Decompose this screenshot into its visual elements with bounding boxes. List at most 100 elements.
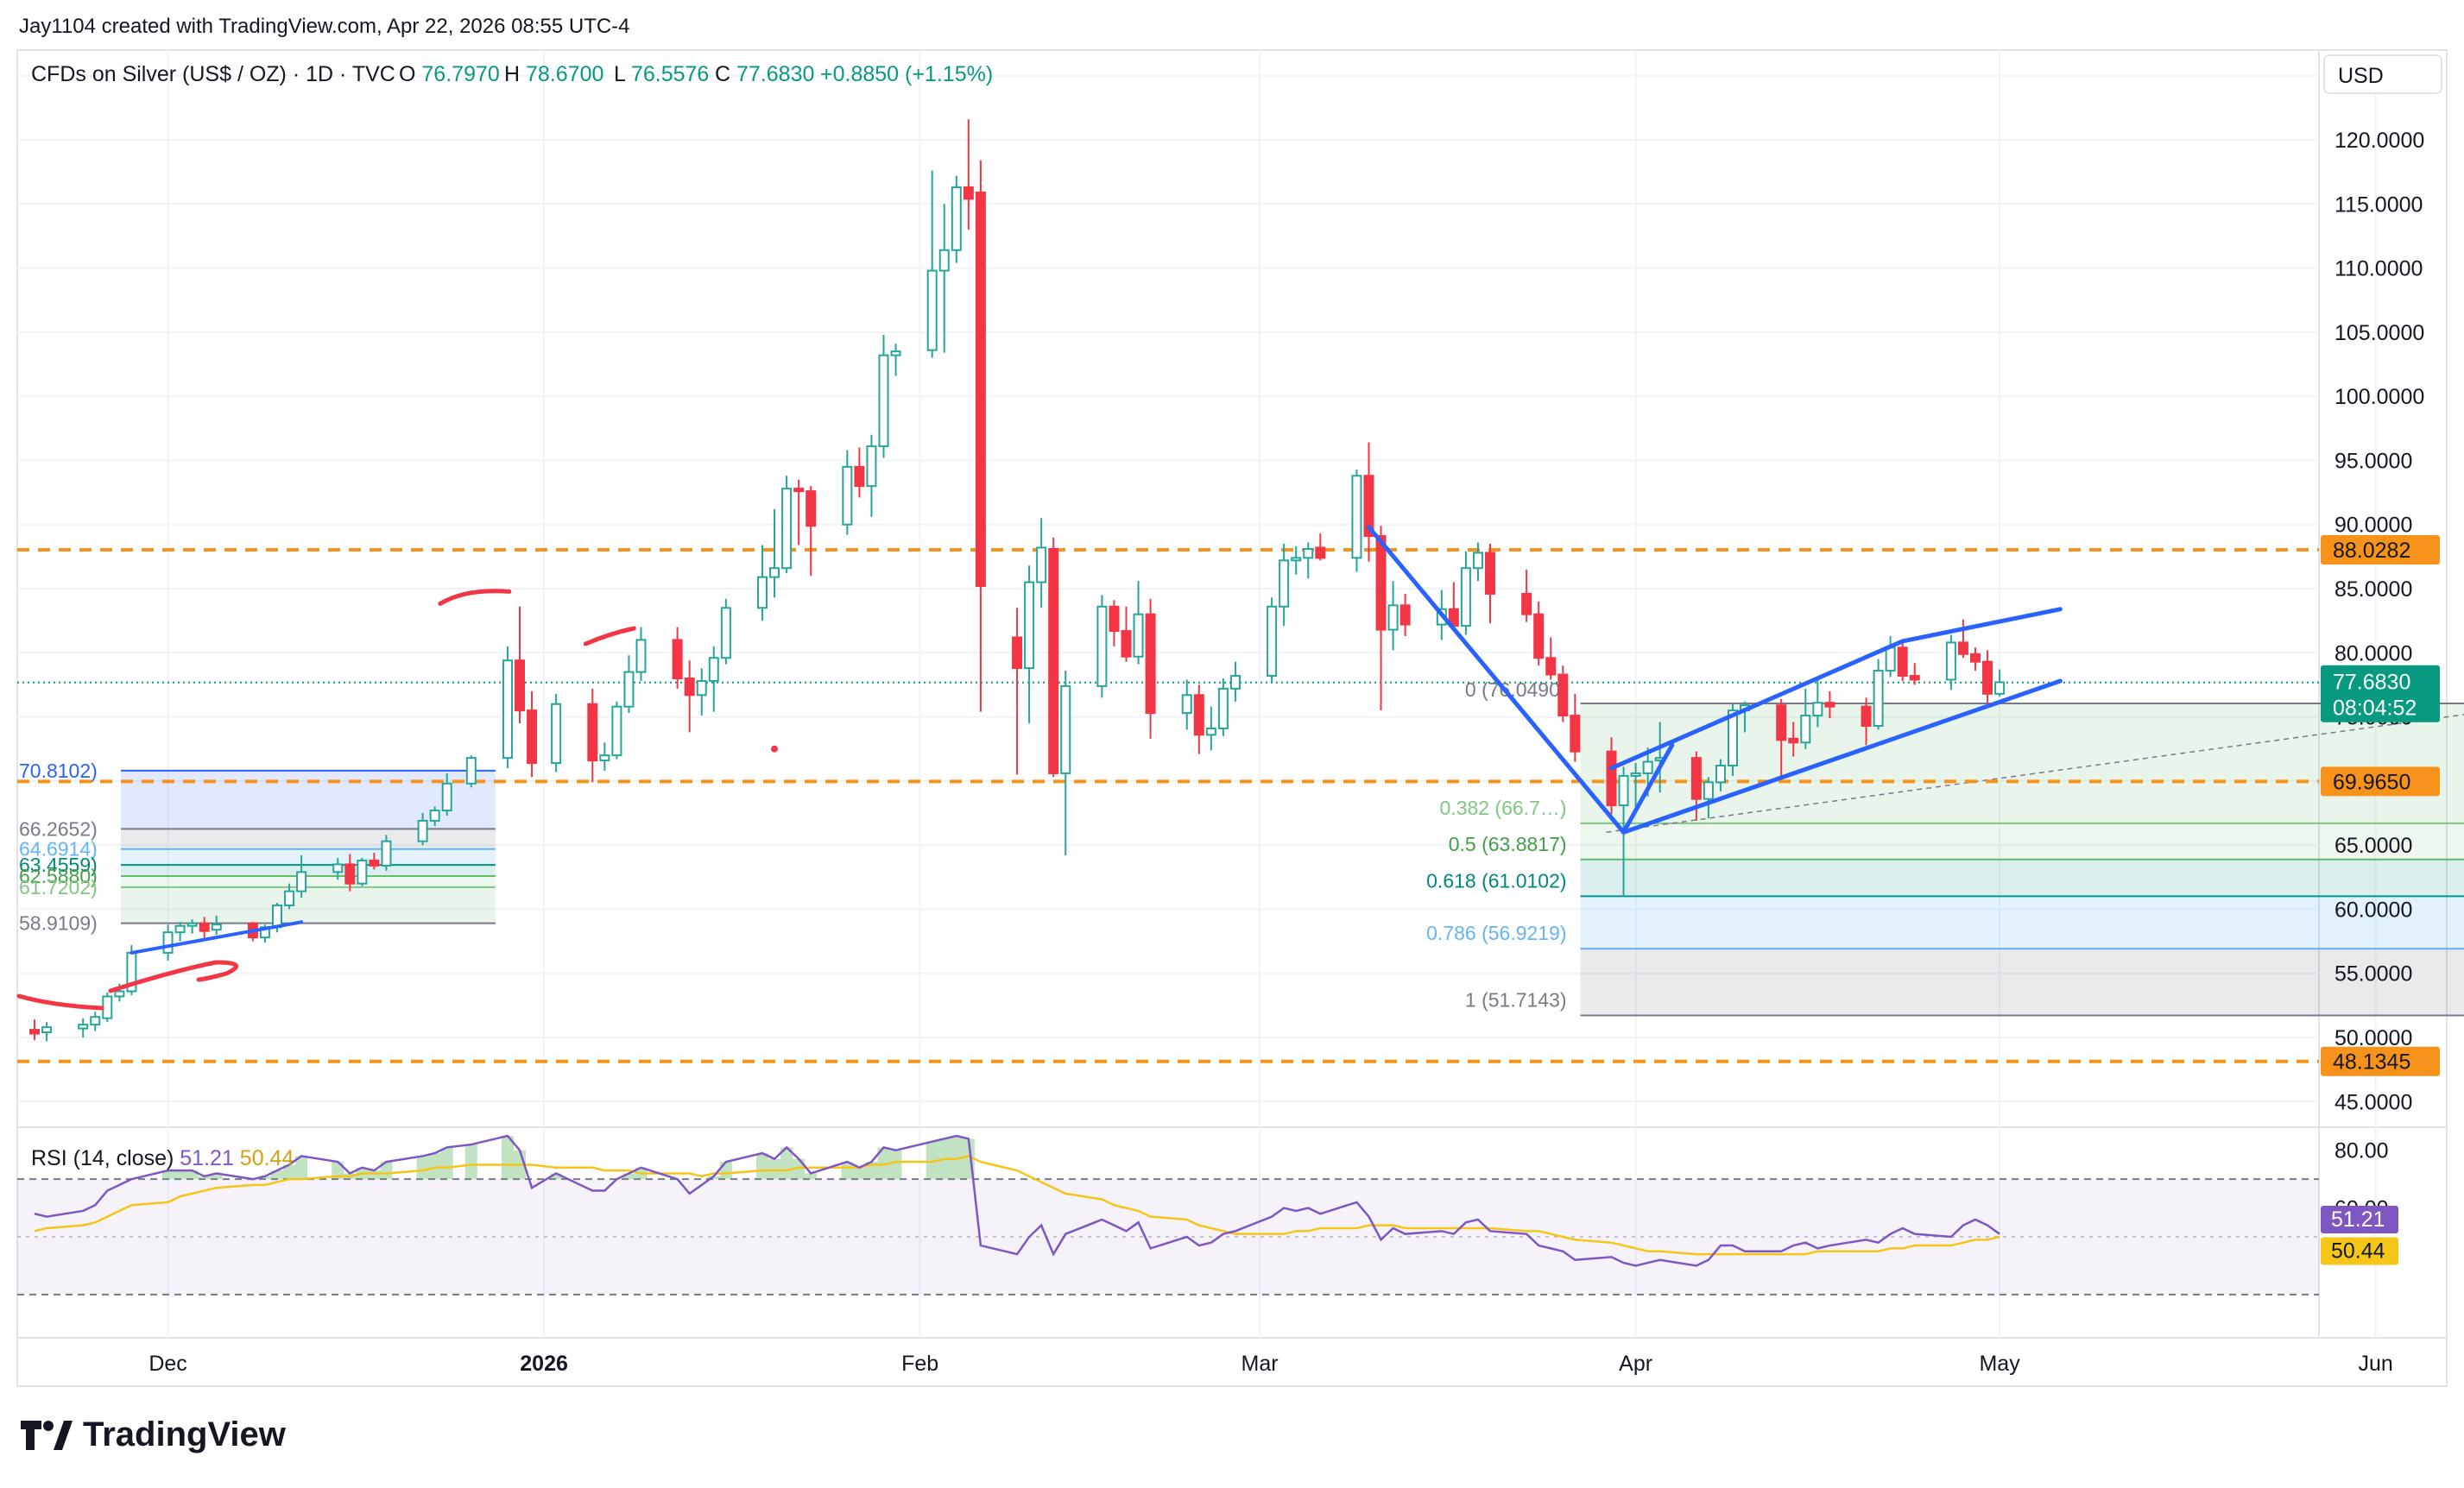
candle-body-up — [272, 904, 282, 929]
candle-body-up — [1279, 559, 1290, 608]
price-tick-label: 85.0000 — [2334, 577, 2412, 602]
candle-body-up — [1630, 772, 1641, 777]
candle-body-down — [1121, 630, 1132, 658]
candle-body-down — [1109, 605, 1120, 633]
level-price-label: 88.0282 — [2333, 539, 2410, 563]
candle-body-up — [114, 990, 125, 998]
currency-button[interactable] — [2323, 54, 2442, 94]
candle-body-up — [599, 754, 610, 762]
fib-left-label: 66.2652) — [19, 817, 98, 840]
channel-lower-line — [1621, 678, 2063, 835]
fib-left-zone — [121, 829, 496, 849]
candle-body-up — [866, 445, 877, 488]
open-label: O — [399, 62, 415, 86]
candle-body-up — [1217, 687, 1229, 729]
candle-body-up — [1291, 557, 1302, 562]
tradingview-logo[interactable]: TradingView — [21, 1415, 286, 1454]
rsi-title: RSI (14, close) — [31, 1146, 180, 1170]
candle-body-up — [951, 186, 962, 251]
candle-body-up — [708, 657, 719, 682]
fib-zone — [1580, 823, 2464, 860]
candle-body-up — [1133, 613, 1144, 658]
candle-body-down — [1970, 653, 1981, 663]
candle-body-down — [1012, 636, 1023, 670]
horizontal-levels — [17, 548, 2319, 1063]
fib-level-label: 1 (51.7143) — [1465, 989, 1567, 1012]
fib-zone — [1580, 896, 2464, 949]
fib-level-label: 0.618 (61.0102) — [1426, 869, 1566, 892]
price-tick-label: 100.0000 — [2334, 385, 2424, 409]
rsi-tick-label: 80.00 — [2334, 1139, 2389, 1163]
candle-body-up — [1885, 646, 1896, 672]
rsi-line — [34, 1134, 2000, 1267]
candle-body-down — [1533, 613, 1545, 659]
candle-body-down — [1897, 646, 1908, 678]
candle-body-up — [162, 931, 174, 954]
rsi-ma-tag-label: 50.44 — [2331, 1239, 2385, 1264]
candle-body-up — [465, 757, 477, 785]
candle-body-up — [720, 607, 731, 659]
rsi-value: 51.21 — [180, 1146, 240, 1170]
level-price-label: 48.1345 — [2333, 1050, 2410, 1075]
candle-body-down — [527, 709, 538, 765]
candle-body-down — [793, 488, 805, 493]
fib-left-label: 58.9109) — [19, 912, 98, 935]
price-tick-label: 80.0000 — [2334, 641, 2412, 665]
candle-body-up — [429, 810, 440, 822]
high-value: 78.6700 — [526, 62, 603, 86]
candle-body-down — [1375, 535, 1387, 631]
candle-body-up — [1715, 765, 1726, 784]
candle-body-up — [90, 1016, 101, 1026]
close-label: C — [715, 62, 730, 86]
rsi-ma-value: 50.44 — [240, 1146, 294, 1170]
candle-body-up — [381, 840, 392, 867]
price-tick-label: 105.0000 — [2334, 321, 2424, 345]
fib-left-label: 61.7202) — [19, 876, 98, 898]
low-value: 76.5576 — [631, 62, 709, 86]
candle-body-down — [1363, 475, 1374, 538]
rsi-value-tag — [2321, 1205, 2398, 1233]
candle-body-up — [1060, 684, 1071, 774]
december-trend-line — [130, 920, 304, 955]
candle-body-up — [938, 249, 950, 272]
candle-body-up — [1351, 475, 1362, 559]
candle-body-up — [1267, 605, 1278, 678]
candle-body-up — [1036, 546, 1047, 583]
candle-body-up — [781, 488, 793, 570]
tradingview-logo-icon — [21, 1420, 73, 1450]
rsi-overbought-fill — [161, 1136, 975, 1180]
fib-left-zone — [121, 886, 496, 924]
symbol-title[interactable]: CFDs on Silver (US$ / OZ) · 1D · TVC — [31, 62, 395, 86]
channel-upper-extension — [1900, 607, 2063, 644]
channel-upper-line — [1609, 639, 1905, 771]
credit-text: Jay1104 created with TradingView.com, Ap… — [19, 15, 630, 38]
candle-body-down — [1048, 547, 1059, 774]
candle-body-up — [1387, 604, 1399, 631]
fib-trend-line — [1606, 714, 2464, 834]
annotation-stroke — [583, 626, 636, 646]
current-price-label: 77.6830 — [2333, 671, 2410, 695]
candle-body-up — [186, 922, 198, 927]
candle-body-up — [842, 465, 853, 526]
fib-left-label: 70.8102) — [19, 760, 98, 782]
candle-body-up — [174, 924, 186, 934]
candle-body-down — [1690, 757, 1702, 800]
candle-body-up — [769, 567, 780, 578]
candle-body-up — [41, 1026, 53, 1034]
candle-body-down — [1145, 613, 1156, 715]
grid — [17, 50, 2377, 1338]
rsi-ma-line — [34, 1155, 2000, 1256]
price-tick-label: 95.0000 — [2334, 449, 2412, 473]
candle-body-down — [1776, 704, 1787, 741]
candle-body-up — [1800, 715, 1811, 744]
high-label: H — [504, 62, 520, 86]
candle-body-down — [684, 678, 695, 697]
candle-body-up — [102, 995, 113, 1019]
candle-body-down — [1909, 675, 1920, 681]
candle-body-down — [806, 490, 817, 527]
candle-body-up — [551, 703, 562, 765]
candle-body-up — [296, 871, 307, 892]
candle-body-down — [587, 703, 598, 762]
candle-body-down — [1861, 705, 1872, 727]
